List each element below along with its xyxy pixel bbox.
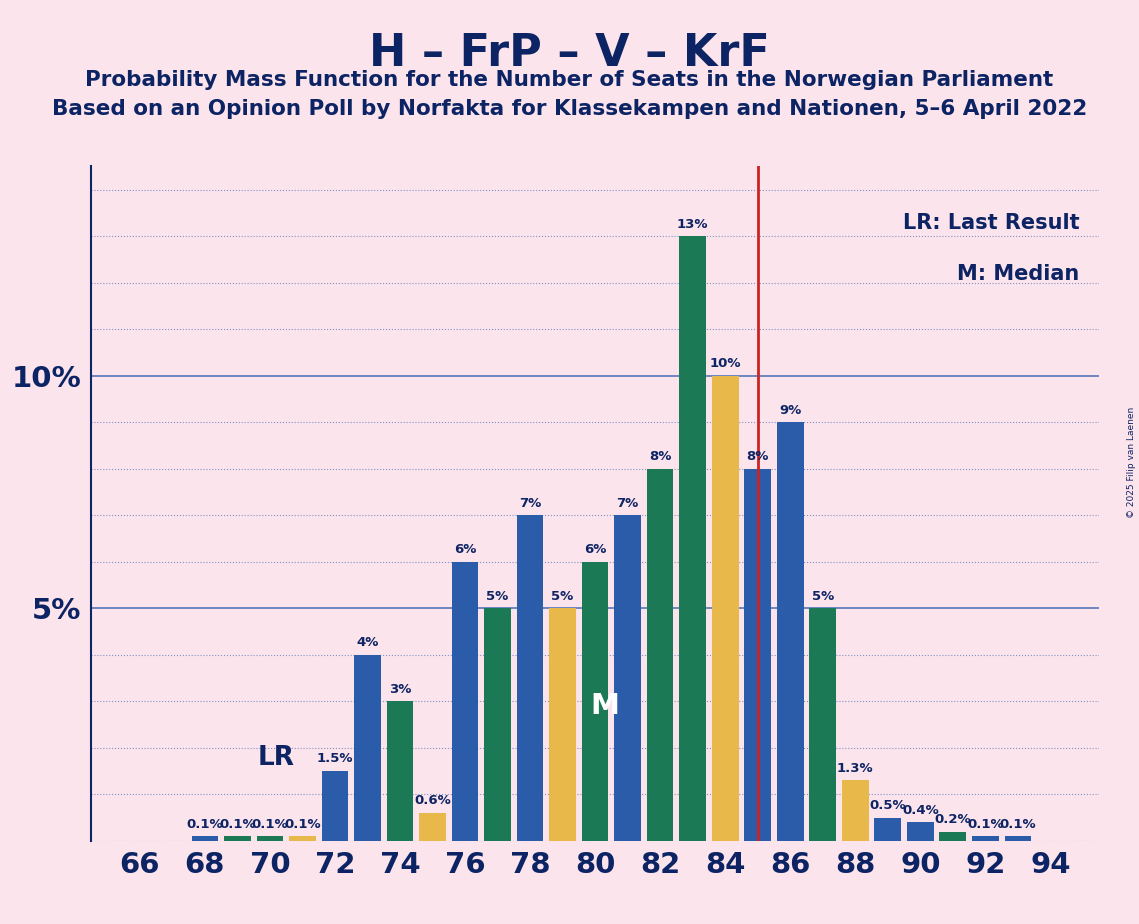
Text: 9%: 9% [779,404,802,417]
Text: 8%: 8% [746,450,769,463]
Bar [224,836,251,841]
Text: © 2025 Filip van Laenen: © 2025 Filip van Laenen [1126,407,1136,517]
Bar [647,468,673,841]
Text: 5%: 5% [486,590,509,602]
Bar [452,562,478,841]
Bar [875,818,901,841]
Text: 4%: 4% [357,637,378,650]
Bar [321,771,349,841]
Bar [679,237,706,841]
Bar [419,813,445,841]
Text: 6%: 6% [453,543,476,556]
Text: 0.1%: 0.1% [967,818,1003,831]
Bar [777,422,803,841]
Text: 0.1%: 0.1% [219,818,256,831]
Text: 5%: 5% [551,590,574,602]
Text: 0.6%: 0.6% [415,795,451,808]
Text: H – FrP – V – KrF: H – FrP – V – KrF [369,32,770,76]
Bar [810,608,836,841]
Text: 7%: 7% [519,496,541,510]
Text: 10%: 10% [710,357,741,371]
Text: 1.5%: 1.5% [317,752,353,765]
Bar [582,562,608,841]
Text: Probability Mass Function for the Number of Seats in the Norwegian Parliament: Probability Mass Function for the Number… [85,70,1054,91]
Bar [354,655,380,841]
Text: M: Median: M: Median [958,264,1080,284]
Text: 0.4%: 0.4% [902,804,939,817]
Bar [907,822,934,841]
Text: LR: LR [257,745,295,771]
Bar [972,836,999,841]
Text: 1.3%: 1.3% [837,761,874,775]
Text: 13%: 13% [677,217,708,230]
Text: 0.1%: 0.1% [1000,818,1036,831]
Bar [289,836,316,841]
Text: 0.2%: 0.2% [934,813,972,826]
Bar [614,516,641,841]
Bar [940,832,966,841]
Bar [517,516,543,841]
Bar [1005,836,1031,841]
Bar [387,701,413,841]
Text: 0.1%: 0.1% [187,818,223,831]
Text: 3%: 3% [388,683,411,696]
Bar [549,608,576,841]
Bar [712,376,738,841]
Text: 0.1%: 0.1% [284,818,321,831]
Text: 0.1%: 0.1% [252,818,288,831]
Text: 5%: 5% [812,590,834,602]
Text: 6%: 6% [584,543,606,556]
Text: 8%: 8% [649,450,671,463]
Bar [484,608,511,841]
Text: LR: Last Result: LR: Last Result [903,213,1080,233]
Bar [256,836,284,841]
Text: M: M [590,692,620,720]
Text: 7%: 7% [616,496,639,510]
Text: Based on an Opinion Poll by Norfakta for Klassekampen and Nationen, 5–6 April 20: Based on an Opinion Poll by Norfakta for… [52,99,1087,119]
Bar [745,468,771,841]
Bar [191,836,219,841]
Bar [842,781,869,841]
Text: 0.5%: 0.5% [869,799,907,812]
